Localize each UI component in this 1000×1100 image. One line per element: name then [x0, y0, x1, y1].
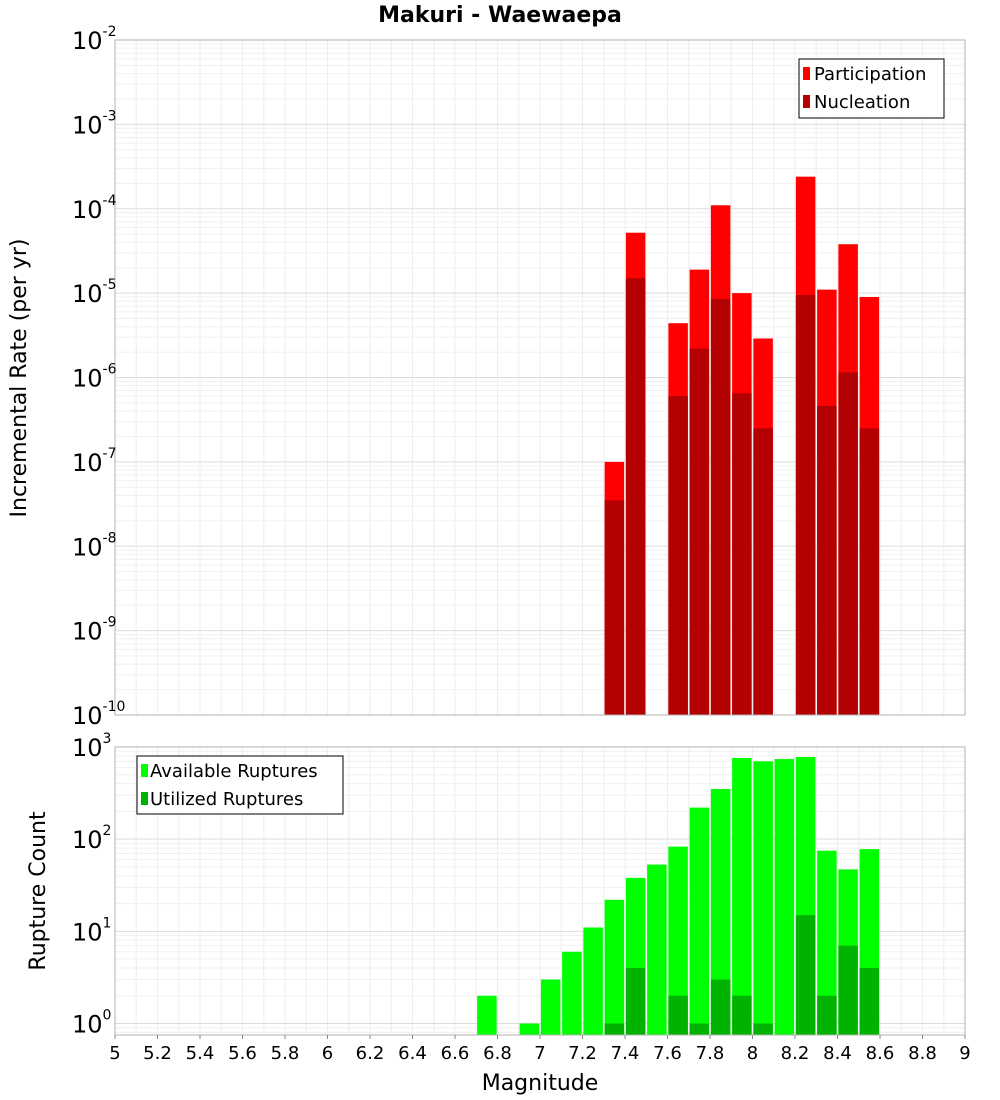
- utilized-ruptures-bar: [668, 995, 688, 1035]
- nucleation-bar: [710, 299, 731, 715]
- x-axis-ticks: 5 5.2 5.4 5.6 5.8 6 6.2 6.4 6.6 6.8 7 7.2 7.4 7.6 7.8 8…: [109, 1035, 971, 1064]
- rate-y-tick-label: 10-4: [72, 193, 117, 224]
- nucleation-bar: [859, 428, 880, 715]
- x-tick-label: 7: [534, 1043, 545, 1064]
- rate-y-tick-label: 10-3: [72, 108, 117, 139]
- count-plot-panel: 100 101 102 103 Rupture Count Available Rup…: [26, 731, 971, 1096]
- count-legend-box: [136, 755, 344, 815]
- nucleation-bar: [753, 428, 773, 715]
- available-ruptures-bar: [817, 850, 837, 1035]
- rate-y-tick-label: 10-8: [72, 530, 117, 561]
- utilized-ruptures-bar: [689, 1023, 710, 1035]
- rate-y-tick-label: 10-5: [72, 277, 117, 308]
- nucleation-bar: [689, 348, 710, 715]
- rate-plot-frame: [114, 39, 966, 716]
- rate-legend: Participation Nucleation: [798, 58, 945, 119]
- legend-swatch-available: [141, 764, 148, 777]
- count-y-tick-label: 103: [72, 731, 111, 762]
- legend-label-participation: Participation: [814, 64, 926, 85]
- x-tick-label: 5.8: [271, 1043, 300, 1064]
- chart-title: Makuri - Waewaepa: [378, 3, 622, 28]
- nucleation-bar: [817, 405, 837, 715]
- x-tick-label: 6.6: [441, 1043, 470, 1064]
- count-y-tick-label: 101: [72, 915, 111, 946]
- available-ruptures-bar: [753, 761, 773, 1035]
- x-tick-label: 5.2: [143, 1043, 172, 1064]
- rate-y-tick-label: 10-9: [72, 615, 117, 646]
- rate-plot-panel: 10-10 10-9 10-8 10-7 10-6 10-5 10-4 10-3 10-2 In…: [7, 24, 966, 730]
- x-tick-label: 8.4: [823, 1043, 852, 1064]
- x-tick-label: 5: [109, 1043, 120, 1064]
- legend-swatch-nucleation: [803, 95, 810, 108]
- utilized-ruptures-bar: [859, 967, 880, 1035]
- count-legend: Available Ruptures Utilized Ruptures: [136, 755, 344, 815]
- utilized-ruptures-bar: [732, 995, 752, 1035]
- count-plot-bars: [477, 756, 880, 1035]
- legend-swatch-participation: [803, 67, 810, 80]
- available-ruptures-bar: [710, 789, 731, 1035]
- utilized-ruptures-bar: [604, 1023, 625, 1035]
- rate-y-tick-label: 10-10: [72, 699, 125, 730]
- rate-legend-box: [798, 58, 945, 119]
- rate-y-axis-label: Incremental Rate (per yr): [7, 239, 32, 518]
- nucleation-bar: [668, 396, 688, 715]
- rate-y-tick-label: 10-2: [72, 24, 117, 55]
- legend-label-utilized: Utilized Ruptures: [150, 789, 303, 810]
- x-tick-label: 5.6: [228, 1043, 257, 1064]
- count-plot-y-ticks: 100 101 102 103: [72, 731, 111, 1038]
- legend-label-available: Available Ruptures: [150, 761, 318, 782]
- available-ruptures-bar: [732, 757, 752, 1035]
- rate-y-tick-label: 10-7: [72, 446, 117, 477]
- rate-plot-gridlines: [114, 40, 966, 716]
- utilized-ruptures-bar: [625, 967, 646, 1035]
- utilized-ruptures-bar: [838, 945, 858, 1035]
- x-tick-label: 7.8: [696, 1043, 725, 1064]
- count-y-tick-label: 102: [72, 823, 111, 854]
- x-tick-label: 9: [959, 1043, 970, 1064]
- x-tick-label: 6.8: [483, 1043, 512, 1064]
- available-ruptures-bar: [604, 899, 625, 1035]
- utilized-ruptures-bar: [795, 915, 816, 1035]
- available-ruptures-bar: [668, 846, 688, 1035]
- rate-y-tick-label: 10-6: [72, 362, 117, 393]
- nucleation-bar: [732, 393, 752, 715]
- rate-plot-y-ticks: 10-10 10-9 10-8 10-7 10-6 10-5 10-4 10-3 10-2: [72, 24, 125, 730]
- x-tick-label: 8: [747, 1043, 758, 1064]
- x-tick-label: 8.8: [908, 1043, 937, 1064]
- nucleation-bar: [625, 278, 646, 715]
- available-ruptures-bar: [540, 979, 561, 1035]
- x-axis-label: Magnitude: [482, 1071, 599, 1096]
- nucleation-bar: [838, 372, 858, 715]
- available-ruptures-bar: [562, 951, 582, 1035]
- available-ruptures-bar: [519, 1023, 540, 1035]
- x-tick-label: 8.2: [781, 1043, 810, 1064]
- legend-swatch-utilized: [141, 792, 148, 805]
- available-ruptures-bar: [774, 759, 795, 1035]
- nucleation-bar: [795, 295, 816, 715]
- count-y-tick-label: 100: [72, 1007, 111, 1038]
- nucleation-bar: [604, 500, 625, 715]
- available-ruptures-bar: [689, 807, 710, 1035]
- available-ruptures-bar: [647, 864, 667, 1035]
- utilized-ruptures-bar: [753, 1023, 773, 1035]
- legend-label-nucleation: Nucleation: [814, 92, 910, 113]
- x-tick-label: 8.6: [866, 1043, 895, 1064]
- x-tick-label: 7.4: [611, 1043, 640, 1064]
- x-tick-label: 6.2: [356, 1043, 385, 1064]
- utilized-ruptures-bar: [817, 995, 837, 1035]
- x-tick-label: 6: [322, 1043, 333, 1064]
- available-ruptures-bar: [583, 927, 603, 1035]
- x-tick-label: 6.4: [398, 1043, 427, 1064]
- rate-plot-bars: [604, 176, 880, 716]
- x-tick-label: 7.2: [568, 1043, 597, 1064]
- utilized-ruptures-bar: [710, 979, 731, 1035]
- count-y-axis-label: Rupture Count: [26, 811, 51, 971]
- x-tick-label: 5.4: [186, 1043, 215, 1064]
- x-tick-label: 7.6: [653, 1043, 682, 1064]
- available-ruptures-bar: [477, 995, 497, 1035]
